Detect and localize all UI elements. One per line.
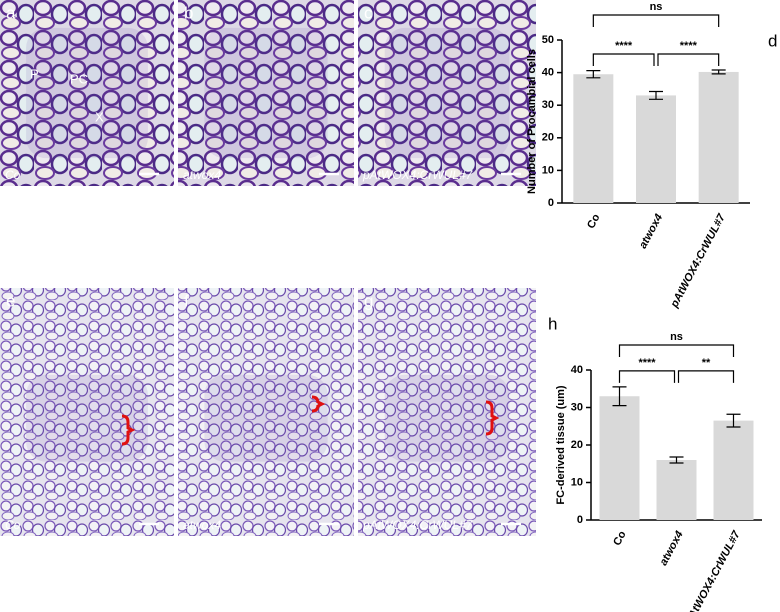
error-bar bbox=[649, 90, 663, 100]
genotype-label: pAtWOX4:CrWUL#7 bbox=[362, 518, 474, 532]
panel-letter: d bbox=[768, 31, 777, 50]
tissue-shade bbox=[204, 27, 328, 159]
tissue-shade bbox=[384, 374, 510, 462]
y-tick-label: 0 bbox=[577, 514, 583, 526]
y-axis-label: FC-derived tissue (um) bbox=[555, 385, 567, 505]
error-bar bbox=[726, 413, 741, 428]
y-tick-label: 10 bbox=[542, 164, 554, 176]
significance-bracket bbox=[618, 370, 676, 383]
y-axis-label: Number of Procambial cells bbox=[526, 49, 538, 194]
cell-label: P bbox=[30, 66, 39, 81]
genotype-label: atwox4 bbox=[183, 518, 221, 532]
panel-letter: e bbox=[6, 291, 15, 310]
bar bbox=[636, 95, 676, 203]
red-bracket bbox=[311, 395, 326, 413]
genotype-label: Co bbox=[5, 518, 21, 532]
micrograph bbox=[358, 288, 536, 536]
micrograph bbox=[0, 0, 174, 186]
x-tick-label: pAtWOX4:CrWUL#7 bbox=[668, 211, 728, 310]
y-tick-label: 40 bbox=[542, 67, 554, 79]
significance-label: ns bbox=[650, 1, 663, 13]
panel-letter: h bbox=[548, 314, 557, 333]
x-tick-label: atwox4 bbox=[658, 529, 686, 568]
significance-label: ** bbox=[702, 357, 711, 369]
panel-letter: c bbox=[364, 3, 373, 22]
error-bar bbox=[586, 70, 601, 79]
cell-label: X bbox=[95, 109, 104, 124]
genotype-label: atwox4 bbox=[183, 168, 221, 182]
significance-label: ns bbox=[670, 331, 683, 343]
y-tick-label: 30 bbox=[542, 99, 554, 111]
significance-label: **** bbox=[638, 357, 656, 369]
micrograph bbox=[358, 0, 536, 186]
panel-letter: a bbox=[6, 3, 16, 22]
panel-letter: f bbox=[184, 291, 189, 310]
bar bbox=[713, 420, 754, 520]
red-bracket bbox=[121, 414, 136, 446]
bar bbox=[698, 71, 739, 203]
error-bar bbox=[711, 69, 726, 75]
error-bar bbox=[612, 386, 627, 407]
y-tick-label: 0 bbox=[548, 197, 554, 209]
x-tick-label: Co bbox=[585, 212, 603, 231]
significance-bracket bbox=[618, 344, 735, 357]
panel-letter: g bbox=[364, 291, 373, 310]
y-tick-label: 40 bbox=[571, 364, 583, 376]
significance-bracket bbox=[657, 53, 720, 66]
x-tick-label: pAtWOX4:CrWUL#7 bbox=[683, 528, 743, 612]
bar bbox=[573, 74, 614, 203]
tissue-shade bbox=[26, 27, 148, 159]
x-tick-label: atwox4 bbox=[637, 212, 665, 251]
significance-bracket bbox=[592, 53, 655, 66]
significance-bracket bbox=[677, 370, 735, 383]
tissue-shade bbox=[204, 374, 328, 462]
significance-label: **** bbox=[615, 40, 633, 52]
micrograph bbox=[178, 0, 354, 186]
significance-label: **** bbox=[680, 40, 698, 52]
red-bracket bbox=[485, 400, 500, 436]
bar bbox=[656, 460, 697, 520]
y-tick-label: 20 bbox=[542, 132, 554, 144]
bar bbox=[599, 396, 640, 520]
tissue-shade bbox=[26, 374, 148, 462]
y-tick-label: 10 bbox=[571, 476, 583, 488]
x-tick-label: Co bbox=[611, 529, 629, 548]
cell-label: PC bbox=[70, 71, 88, 86]
genotype-label: Co bbox=[5, 168, 21, 182]
micrograph bbox=[178, 288, 354, 536]
y-tick-label: 30 bbox=[571, 401, 583, 413]
micrograph bbox=[0, 288, 174, 536]
y-tick-label: 20 bbox=[571, 439, 583, 451]
significance-bracket bbox=[592, 14, 720, 27]
error-bar bbox=[669, 456, 684, 464]
micrographs bbox=[0, 0, 536, 536]
tissue-shade bbox=[384, 27, 510, 159]
y-tick-label: 50 bbox=[542, 34, 554, 46]
genotype-label: pAtWOX4:CrWUL#7 bbox=[362, 168, 474, 182]
panel-letter: b bbox=[184, 3, 193, 22]
